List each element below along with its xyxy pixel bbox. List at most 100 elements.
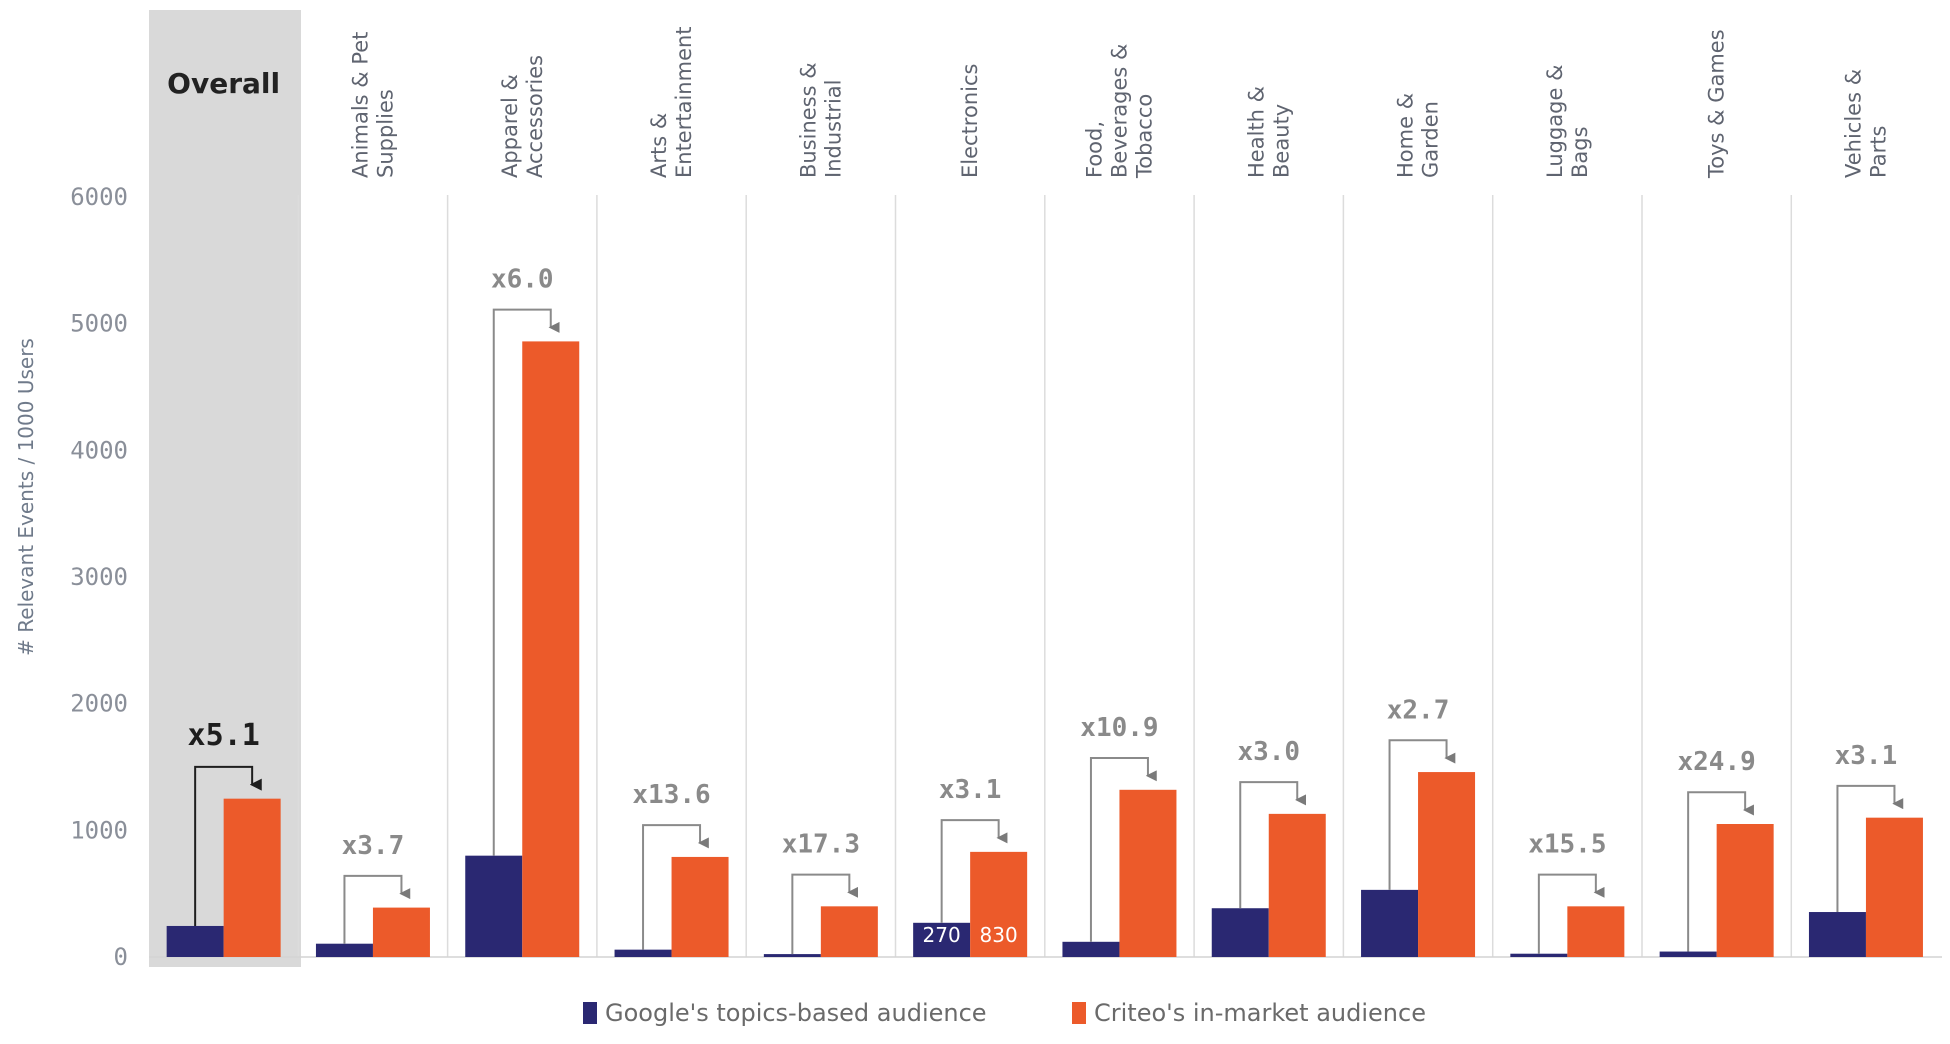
category-label: Toys & Games [1705, 29, 1729, 179]
multiplier-label: x13.6 [632, 780, 710, 810]
multiplier-arrow [343, 874, 411, 944]
category-label-line: Supplies [373, 89, 397, 178]
multiplier-arrow [940, 819, 1008, 923]
bars [166, 341, 1923, 957]
multiplier-label: x10.9 [1080, 713, 1158, 743]
legend-label: Criteo's in-market audience [1094, 999, 1426, 1027]
bar-criteo [1418, 772, 1476, 957]
multiplier-arrow [1089, 757, 1157, 942]
category-label-line: Electronics [958, 64, 982, 178]
bar-google [1062, 941, 1120, 957]
legend-swatch [1072, 1002, 1086, 1024]
legend: Google's topics-based audience Criteo's i… [583, 999, 1426, 1027]
labels: Overall Animals & Pet Supplies Apparel & Acc… [167, 26, 1890, 179]
bar-value-label-criteo: 830 [980, 923, 1018, 947]
multiplier-arrow [1537, 873, 1605, 954]
category-label: Vehicles & Parts [1841, 69, 1890, 178]
bar-google [1659, 951, 1717, 957]
multiplier-label: x17.3 [782, 830, 860, 860]
category-label-line: Tobacco [1132, 94, 1156, 179]
category-label-line: Industrial [821, 80, 845, 179]
multiplier-arrow [642, 824, 709, 950]
multiplier-arrow [791, 873, 859, 955]
category-label: Overall [167, 67, 280, 100]
multiplier-label: x3.0 [1237, 737, 1300, 767]
bar-google [1510, 953, 1568, 957]
legend-label: Google's topics-based audience [605, 999, 987, 1027]
category-label-line: Apparel & [498, 74, 522, 178]
category-label-line: Business & [796, 62, 820, 178]
y-tick-label: 4000 [70, 436, 128, 464]
y-tick-label: 1000 [70, 816, 128, 844]
category-label-line: Garden [1419, 101, 1443, 178]
bar-criteo [372, 907, 430, 957]
multiplier-arrow [1388, 739, 1456, 890]
category-label-line: Accessories [523, 55, 547, 178]
multiplier-label: x15.5 [1528, 830, 1606, 860]
y-axis-label: # Relevant Events / 1000 Users [14, 338, 38, 656]
bar-google [166, 925, 224, 957]
y-tick-label: 6000 [70, 183, 128, 211]
multiplier-label: x2.7 [1387, 695, 1450, 725]
category-label-line: Home & [1394, 93, 1418, 178]
multiplier-label: x3.7 [342, 831, 405, 861]
multiplier-label: x3.1 [1835, 741, 1898, 771]
bar-criteo [970, 851, 1028, 957]
bar-google [315, 943, 373, 957]
multiplier-arrow [492, 308, 560, 856]
bar-criteo [1268, 813, 1326, 957]
bar-criteo [1567, 906, 1625, 957]
category-label-line: Luggage & [1543, 65, 1567, 178]
category-label: Health & Beauty [1244, 86, 1293, 178]
bar-criteo [1716, 824, 1774, 957]
category-label-line: Vehicles & [1841, 69, 1865, 178]
bar-criteo [522, 341, 580, 957]
category-label-line: Health & [1244, 86, 1268, 178]
multiplier-arrow [1836, 784, 1904, 913]
category-label-line: Entertainment [672, 26, 696, 178]
bar-google [465, 855, 523, 957]
bar-criteo [1119, 789, 1177, 957]
bar-google [763, 954, 821, 957]
category-label-line: Parts [1866, 126, 1890, 178]
bar-google [913, 922, 971, 957]
grid: 0 1000 2000 3000 4000 5000 6000 # Relevant Even… [14, 183, 1942, 971]
y-tick-label: 2000 [70, 690, 128, 718]
category-label: Luggage & Bags [1543, 65, 1592, 178]
bar-criteo [223, 798, 281, 957]
category-label-line: Arts & [647, 113, 671, 178]
multiplier-label: x24.9 [1678, 747, 1756, 777]
category-label: Business & Industrial [796, 62, 845, 178]
y-tick-label: 5000 [70, 310, 128, 338]
category-label-line: Food, [1082, 121, 1106, 178]
category-label: Animals & Pet Supplies [348, 32, 397, 178]
multiplier-arrow [1687, 791, 1754, 952]
y-tick-label: 3000 [70, 563, 128, 591]
category-label-line: Beauty [1269, 104, 1293, 178]
multiplier-arrow [194, 765, 262, 926]
bar-criteo [1865, 817, 1923, 957]
bar-value-label-google: 270 [923, 923, 961, 947]
bar-criteo [820, 906, 878, 957]
legend-swatch [583, 1002, 597, 1024]
category-label-line: Beverages & [1107, 44, 1131, 178]
category-label: Apparel & Accessories [498, 55, 547, 178]
y-tick-label: 0 [114, 943, 128, 971]
bar-google [614, 949, 672, 957]
bar-criteo [671, 856, 729, 957]
category-label-line: Animals & Pet [348, 32, 372, 178]
category-label: Food, Beverages & Tobacco [1082, 44, 1156, 179]
multiplier-label: x6.0 [491, 265, 554, 295]
multiplier-label: x3.1 [939, 775, 1002, 805]
bar-google [1211, 908, 1269, 957]
annotations: x5.1 x3.7 x6.0 x13.6 x17.3 x3.1 x10.9 x3.0 x2.7 x… [188, 265, 1904, 955]
bar-google [1808, 912, 1866, 957]
category-label: Home & Garden [1394, 93, 1443, 178]
category-label-line: Bags [1568, 126, 1592, 178]
multiplier-arrow [1239, 781, 1307, 909]
category-label: Electronics [958, 64, 982, 178]
multiplier-label: x5.1 [188, 718, 260, 753]
category-label: Arts & Entertainment [647, 26, 696, 178]
category-label-line: Toys & Games [1705, 29, 1729, 179]
